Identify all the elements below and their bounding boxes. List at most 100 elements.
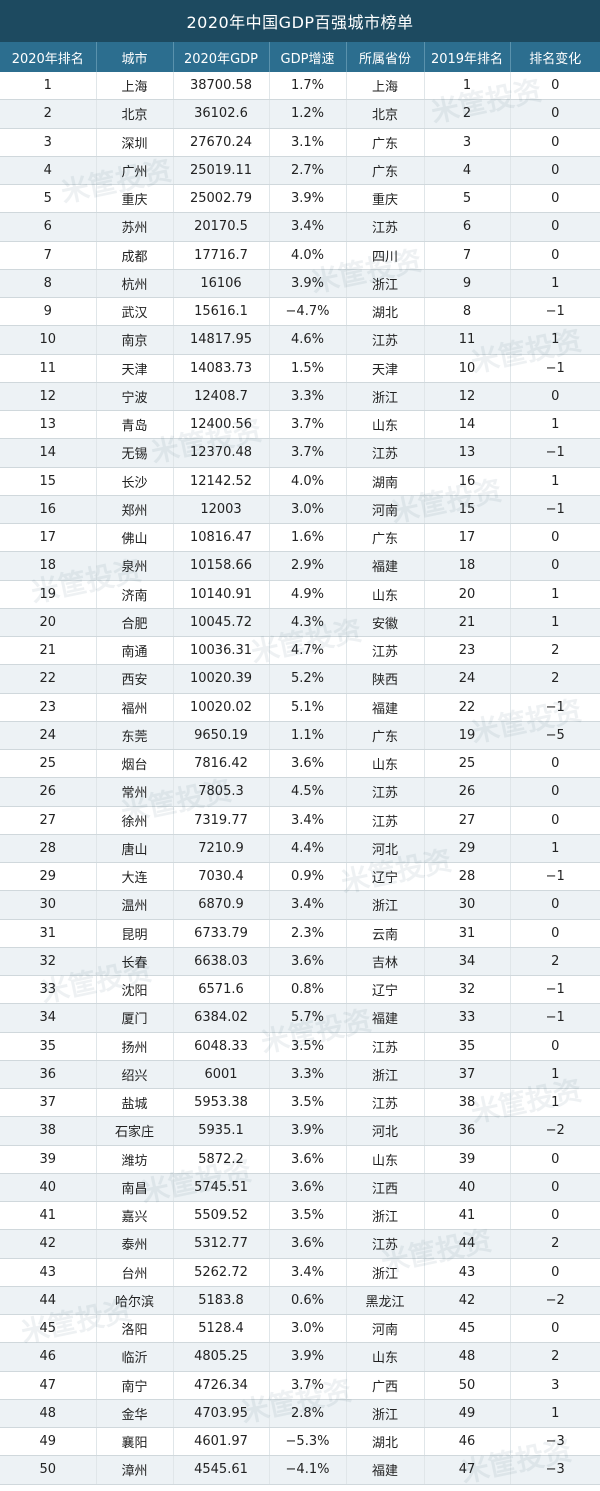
city-cell: 济南: [96, 580, 174, 609]
rank-change-cell: 2: [510, 1229, 600, 1259]
province-cell: 河北: [346, 834, 425, 864]
rank-2020-cell: 48: [0, 1399, 97, 1429]
province-cell: 四川: [346, 241, 425, 270]
table-row: 23 福州 10020.02 5.1% 福建 22 −1: [0, 693, 600, 722]
rank-2019-cell: 1: [424, 72, 511, 101]
city-cell: 沈阳: [96, 975, 174, 1005]
province-cell: 浙江: [346, 269, 425, 299]
province-cell: 福建: [346, 1003, 425, 1033]
rank-2019-cell: 5: [424, 184, 511, 214]
gdp-growth-cell: −4.1%: [269, 1455, 347, 1485]
rank-change-cell: 0: [510, 777, 600, 807]
rank-2020-cell: 1: [0, 72, 97, 101]
province-cell: 天津: [346, 354, 425, 383]
header-rank-change: 排名变化: [510, 42, 600, 72]
city-cell: 南昌: [96, 1173, 174, 1203]
province-cell: 江苏: [346, 1088, 425, 1118]
rank-2020-cell: 35: [0, 1032, 97, 1061]
gdp-growth-cell: 3.5%: [269, 1201, 347, 1231]
city-cell: 襄阳: [96, 1427, 174, 1457]
rank-2020-cell: 44: [0, 1286, 97, 1316]
rank-2020-cell: 20: [0, 608, 97, 638]
rank-2020-cell: 17: [0, 523, 97, 553]
table-row: 14 无锡 12370.48 3.7% 江苏 13 −1: [0, 438, 600, 468]
gdp-growth-cell: 4.4%: [269, 834, 347, 864]
city-cell: 温州: [96, 890, 174, 920]
rank-change-cell: 3: [510, 1371, 600, 1400]
rank-change-cell: 1: [510, 834, 600, 864]
rank-change-cell: 1: [510, 580, 600, 609]
province-cell: 江苏: [346, 636, 425, 666]
gdp-2020-cell: 36102.6: [173, 99, 270, 129]
province-cell: 河北: [346, 1116, 425, 1146]
table-row: 29 大连 7030.4 0.9% 辽宁 28 −1: [0, 862, 600, 892]
province-cell: 河南: [346, 495, 425, 525]
table-row: 47 南宁 4726.34 3.7% 广西 50 3: [0, 1371, 600, 1400]
table-row: 44 哈尔滨 5183.8 0.6% 黑龙江 42 −2: [0, 1286, 600, 1316]
rank-change-cell: −1: [510, 354, 600, 383]
city-cell: 潍坊: [96, 1145, 174, 1174]
table-row: 36 绍兴 6001 3.3% 浙江 37 1: [0, 1060, 600, 1090]
rank-2020-cell: 8: [0, 269, 97, 299]
table-row: 34 厦门 6384.02 5.7% 福建 33 −1: [0, 1003, 600, 1033]
province-cell: 江苏: [346, 438, 425, 468]
rank-2020-cell: 36: [0, 1060, 97, 1090]
rank-2019-cell: 17: [424, 523, 511, 553]
rank-change-cell: 2: [510, 947, 600, 977]
rank-2020-cell: 11: [0, 354, 97, 383]
rank-2019-cell: 27: [424, 806, 511, 835]
gdp-2020-cell: 7805.3: [173, 777, 270, 807]
table-row: 31 昆明 6733.79 2.3% 云南 31 0: [0, 919, 600, 948]
province-cell: 陕西: [346, 664, 425, 694]
rank-2020-cell: 3: [0, 128, 97, 157]
gdp-growth-cell: 3.9%: [269, 184, 347, 214]
gdp-growth-cell: 3.1%: [269, 128, 347, 157]
rank-2020-cell: 38: [0, 1116, 97, 1146]
rank-change-cell: 0: [510, 212, 600, 242]
rank-2019-cell: 14: [424, 410, 511, 440]
rank-2020-cell: 4: [0, 156, 97, 186]
gdp-growth-cell: 1.1%: [269, 721, 347, 751]
gdp-2020-cell: 5262.72: [173, 1258, 270, 1287]
rank-2020-cell: 46: [0, 1342, 97, 1372]
rank-2019-cell: 34: [424, 947, 511, 977]
table-row: 33 沈阳 6571.6 0.8% 辽宁 32 −1: [0, 975, 600, 1005]
rank-2019-cell: 47: [424, 1455, 511, 1485]
rank-2020-cell: 23: [0, 693, 97, 722]
gdp-2020-cell: 9650.19: [173, 721, 270, 751]
province-cell: 广东: [346, 721, 425, 751]
province-cell: 广东: [346, 523, 425, 553]
gdp-2020-cell: 6001: [173, 1060, 270, 1090]
rank-2019-cell: 37: [424, 1060, 511, 1090]
province-cell: 山东: [346, 1342, 425, 1372]
rank-2019-cell: 48: [424, 1342, 511, 1372]
gdp-2020-cell: 5935.1: [173, 1116, 270, 1146]
gdp-2020-cell: 6733.79: [173, 919, 270, 948]
rank-2019-cell: 25: [424, 749, 511, 779]
table-row: 16 郑州 12003 3.0% 河南 15 −1: [0, 495, 600, 525]
table-row: 30 温州 6870.9 3.4% 浙江 30 0: [0, 890, 600, 920]
gdp-growth-cell: 3.3%: [269, 1060, 347, 1090]
rank-change-cell: 0: [510, 72, 600, 101]
gdp-growth-cell: 3.7%: [269, 410, 347, 440]
province-cell: 广西: [346, 1371, 425, 1400]
rank-2019-cell: 33: [424, 1003, 511, 1033]
gdp-growth-cell: 4.7%: [269, 636, 347, 666]
rank-2020-cell: 49: [0, 1427, 97, 1457]
table-row: 46 临沂 4805.25 3.9% 山东 48 2: [0, 1342, 600, 1372]
gdp-growth-cell: 3.4%: [269, 1258, 347, 1287]
rank-2019-cell: 43: [424, 1258, 511, 1287]
rank-2019-cell: 8: [424, 297, 511, 327]
rank-change-cell: −1: [510, 975, 600, 1005]
header-gdp-growth: GDP增速: [269, 42, 347, 72]
gdp-growth-cell: 3.5%: [269, 1088, 347, 1118]
province-cell: 黑龙江: [346, 1286, 425, 1316]
gdp-growth-cell: 1.7%: [269, 72, 347, 101]
rank-2019-cell: 18: [424, 551, 511, 581]
rank-2019-cell: 13: [424, 438, 511, 468]
province-cell: 安徽: [346, 608, 425, 638]
gdp-2020-cell: 10020.02: [173, 693, 270, 722]
province-cell: 山东: [346, 410, 425, 440]
city-cell: 台州: [96, 1258, 174, 1287]
